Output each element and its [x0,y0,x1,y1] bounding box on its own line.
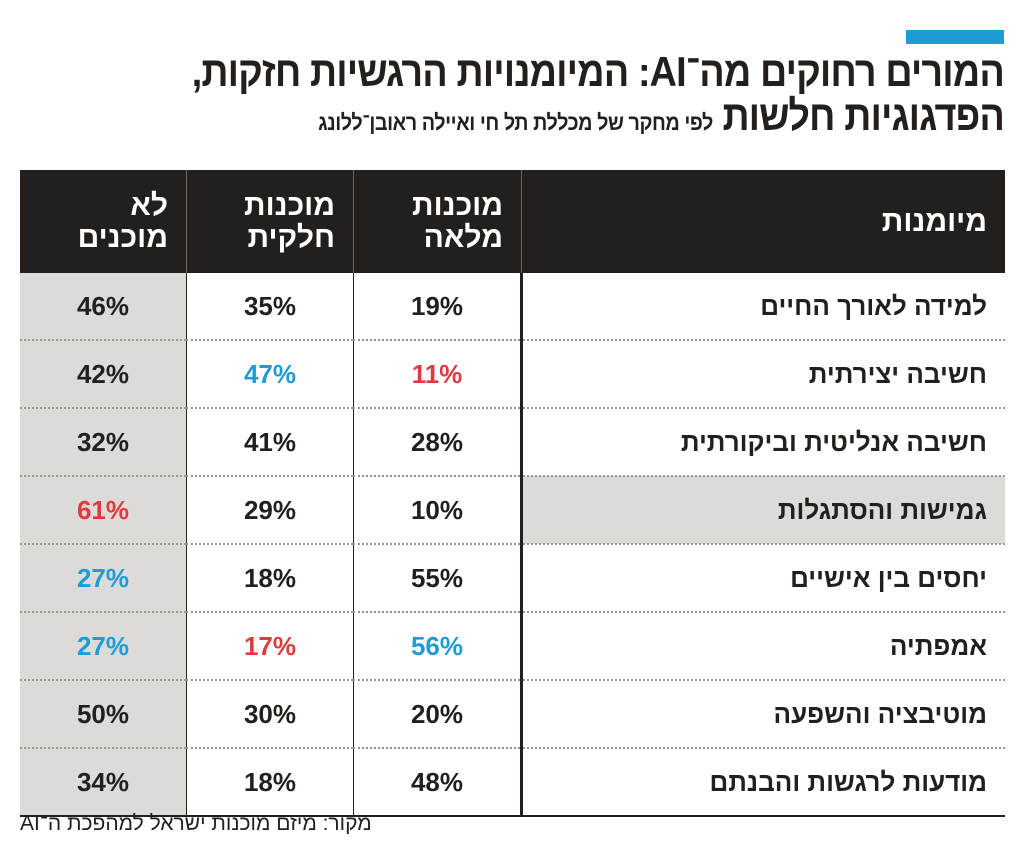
cell-full: 55% [353,544,522,613]
header-partial: מוכנות חלקית [186,170,354,273]
cell-partial: 35% [186,273,354,341]
headline-line1: המורים רחוקים מה־AI: המיומנויות הרגשיות … [191,48,1005,95]
cell-full: 48% [353,748,522,817]
cell-skill: יחסים בין אישיים [520,544,1005,613]
subtitle: לפי מחקר של מכללת תל חי ואיילה ראובן־ללו… [318,110,713,135]
cell-partial: 47% [186,340,354,409]
cell-skill: גמישות והסתגלות [520,476,1005,545]
cell-partial: 41% [186,408,354,477]
cell-none: 50% [20,680,187,749]
header-skill: מיומנות [521,170,1005,273]
readiness-table: מיומנות מוכנות מלאה מוכנות חלקית לא מוכנים… [20,170,1005,817]
cell-none: 27% [20,612,187,681]
cell-none: 61% [20,476,187,545]
headline: המורים רחוקים מה־AI: המיומנויות הרגשיות … [113,48,1005,145]
cell-skill: אמפתיה [520,612,1005,681]
cell-skill: חשיבה אנליטית וביקורתית [520,408,1005,477]
cell-none: 27% [20,544,187,613]
cell-full: 56% [353,612,522,681]
source-note: מקור: מיזם מוכנות ישראל למהפכת ה־AI [20,812,372,835]
table-row: חשיבה יצירתית 11% 47% 42% [20,340,1005,409]
cell-partial: 18% [186,544,354,613]
cell-skill: מודעות לרגשות והבנתם [520,748,1005,817]
headline-line2: הפדגוגיות חלשות [722,92,1004,139]
cell-full: 11% [353,340,522,409]
cell-none: 34% [20,748,187,817]
header-none: לא מוכנים [20,170,187,273]
table-row: גמישות והסתגלות 10% 29% 61% [20,476,1005,545]
cell-skill: למידה לאורך החיים [520,273,1005,341]
table-row: חשיבה אנליטית וביקורתית 28% 41% 32% [20,408,1005,477]
table-row: מוטיבציה והשפעה 20% 30% 50% [20,680,1005,749]
cell-partial: 29% [186,476,354,545]
table-row: אמפתיה 56% 17% 27% [20,612,1005,681]
cell-none: 32% [20,408,187,477]
cell-partial: 17% [186,612,354,681]
cell-full: 20% [353,680,522,749]
table-row: למידה לאורך החיים 19% 35% 46% [20,273,1005,341]
cell-skill: מוטיבציה והשפעה [520,680,1005,749]
table-row: מודעות לרגשות והבנתם 48% 18% 34% [20,748,1005,817]
cell-full: 19% [353,273,522,341]
header-full: מוכנות מלאה [353,170,522,273]
accent-bar [906,30,1004,44]
cell-none: 42% [20,340,187,409]
cell-partial: 30% [186,680,354,749]
cell-full: 28% [353,408,522,477]
cell-none: 46% [20,273,187,341]
header-row: מיומנות מוכנות מלאה מוכנות חלקית לא מוכנים [20,170,1005,273]
cell-full: 10% [353,476,522,545]
cell-partial: 18% [186,748,354,817]
cell-skill: חשיבה יצירתית [520,340,1005,409]
table-row: יחסים בין אישיים 55% 18% 27% [20,544,1005,613]
